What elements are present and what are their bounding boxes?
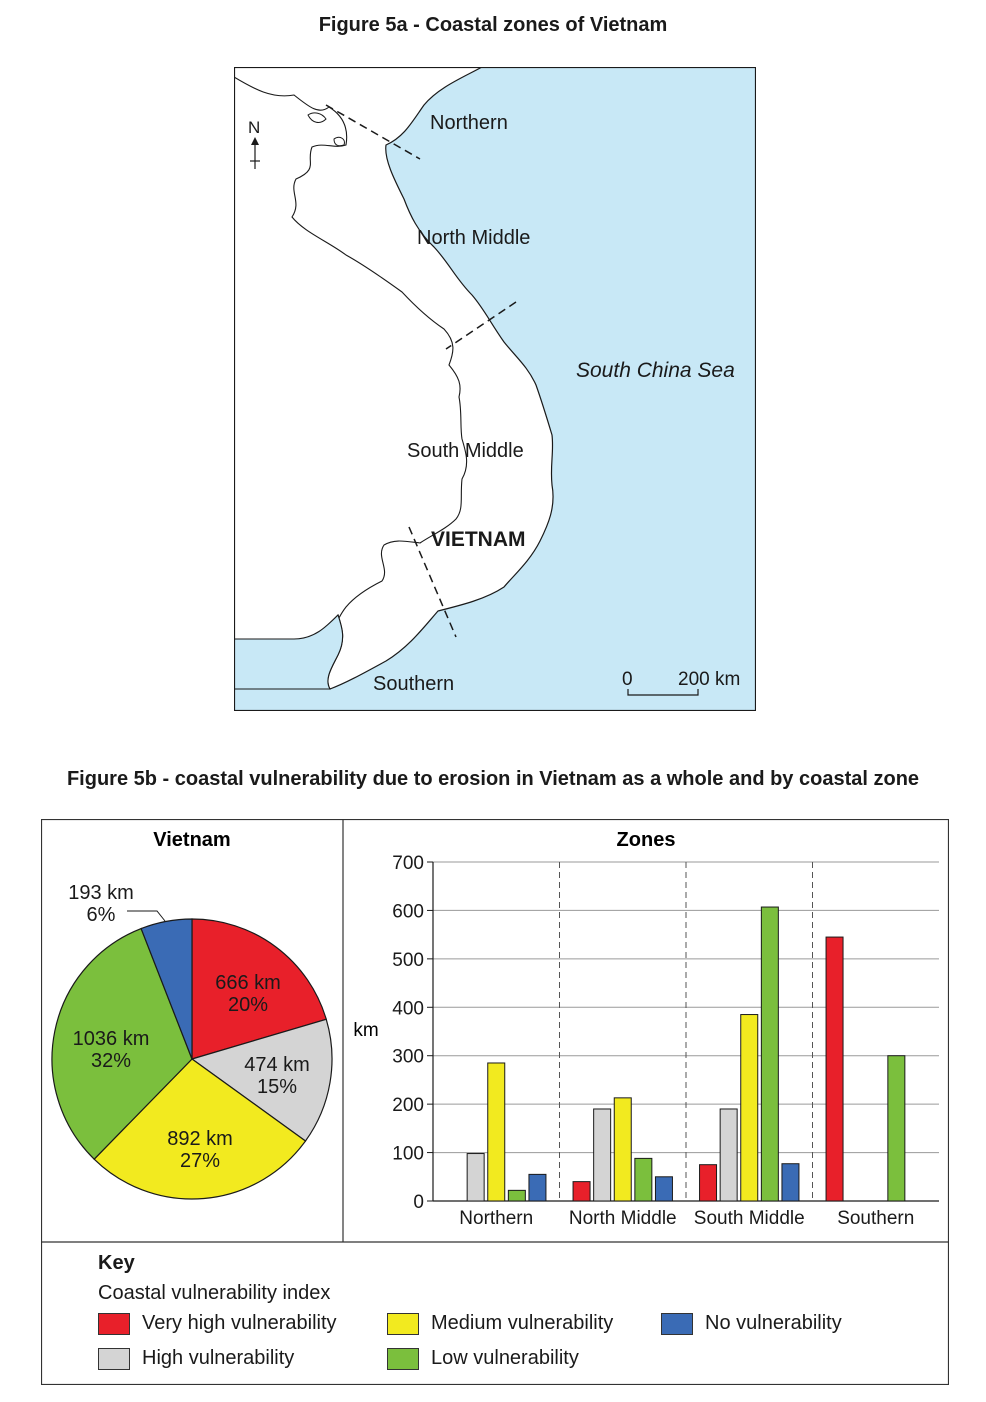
- x-tick-label: North Middle: [569, 1208, 677, 1229]
- bar-chart: Northern North Middle South Middle Southern: [459, 906, 914, 1229]
- bar-north-middle-no-vulnerability: [654, 1176, 673, 1202]
- bar-north-middle-low-vulnerability: [634, 1157, 653, 1202]
- pie-slice-no-vulnerability: [140, 918, 193, 1060]
- pie-value-label: 193 km: [68, 882, 134, 904]
- swatch-none: [661, 1312, 693, 1335]
- x-tick-label: Southern: [837, 1208, 914, 1229]
- pie-leader-line: [127, 910, 166, 922]
- bar-south-middle-very-high-vulnerability: [699, 1164, 718, 1202]
- divider-northern: [325, 104, 421, 160]
- pie-percent-label: 20%: [228, 994, 268, 1016]
- legend-item-high: High vulnerability: [98, 1347, 294, 1370]
- y-axis-label: km: [353, 1020, 378, 1041]
- label-country: VIETNAM: [431, 528, 526, 551]
- y-tick-label: 0: [413, 1192, 424, 1213]
- label-northern: Northern: [430, 112, 508, 134]
- sea-strip-bottom: [234, 613, 344, 690]
- swatch-medium: [387, 1312, 419, 1335]
- y-tick-label: 600: [392, 901, 424, 922]
- map-frame: [234, 67, 756, 711]
- svg-text:0: 0: [622, 669, 633, 690]
- pie-percent-label: 27%: [180, 1150, 220, 1172]
- inland-border: [234, 76, 468, 621]
- bar-north-middle-medium-vulnerability: [613, 1097, 632, 1202]
- svg-text:200 km: 200 km: [678, 669, 740, 690]
- coastal-zones-map: Northern North Middle South China Sea So…: [234, 67, 756, 711]
- legend-item-very-high: Very high vulnerability: [98, 1312, 337, 1335]
- legend-label-low: Low vulnerability: [431, 1347, 579, 1369]
- bar-south-middle-medium-vulnerability: [740, 1014, 759, 1202]
- pie-chart: [51, 918, 333, 1200]
- y-tick-label: 500: [392, 950, 424, 971]
- pie-slice-medium-vulnerability: [93, 1058, 307, 1200]
- north-arrow-icon: N: [248, 118, 260, 169]
- pie-value-label: 474 km: [244, 1054, 310, 1076]
- scale-bar: 0 200 km: [622, 669, 740, 696]
- bar-northern-low-vulnerability: [507, 1189, 526, 1202]
- label-southern: Southern: [373, 673, 454, 695]
- legend-item-medium: Medium vulnerability: [387, 1312, 613, 1335]
- pie-value-label: 666 km: [215, 972, 281, 994]
- swatch-low: [387, 1347, 419, 1370]
- bar-south-middle-low-vulnerability: [760, 906, 779, 1202]
- bar-title: Zones: [617, 829, 676, 851]
- y-tick-label: 300: [392, 1047, 424, 1068]
- y-tick-label: 700: [392, 853, 424, 874]
- figure-5b-title: Figure 5b - coastal vulnerability due to…: [66, 768, 920, 790]
- bar-grid: 0 100 200 300 400 500 600 700: [392, 853, 939, 1213]
- pie-slice-very-high-vulnerability: [191, 918, 327, 1060]
- legend-label-very-high: Very high vulnerability: [142, 1312, 337, 1334]
- label-sea: South China Sea: [576, 359, 735, 382]
- y-tick-label: 100: [392, 1144, 424, 1165]
- divider-north-middle: [445, 301, 517, 350]
- y-tick-label: 400: [392, 998, 424, 1019]
- label-south-middle: South Middle: [407, 440, 524, 462]
- label-north-middle: North Middle: [417, 227, 530, 249]
- swatch-high: [98, 1347, 130, 1370]
- pie-title: Vietnam: [153, 829, 230, 851]
- x-tick-label: South Middle: [694, 1208, 805, 1229]
- islands: [307, 112, 345, 147]
- legend-item-none: No vulnerability: [661, 1312, 842, 1335]
- pie-percent-label: 32%: [91, 1050, 131, 1072]
- key-title: Key: [98, 1252, 135, 1274]
- bar-northern-no-vulnerability: [528, 1173, 547, 1202]
- chart-frame: [41, 819, 949, 1385]
- y-tick-label: 200: [392, 1095, 424, 1116]
- x-tick-label: Northern: [459, 1208, 533, 1229]
- legend-label-none: No vulnerability: [705, 1312, 842, 1334]
- bar-northern-high-vulnerability: [466, 1153, 485, 1202]
- divider-south-middle: [408, 526, 457, 638]
- figure-5a-title: Figure 5a - Coastal zones of Vietnam: [318, 14, 668, 36]
- swatch-very-high: [98, 1312, 130, 1335]
- pie-value-label: 892 km: [167, 1128, 233, 1150]
- legend-label-high: High vulnerability: [142, 1347, 295, 1369]
- pie-percent-label: 6%: [87, 904, 116, 926]
- pie-value-label: 1036 km: [73, 1028, 150, 1050]
- bar-south-middle-no-vulnerability: [781, 1163, 800, 1202]
- svg-text:N: N: [248, 118, 260, 137]
- legend-item-low: Low vulnerability: [387, 1347, 579, 1370]
- bar-south-middle-high-vulnerability: [719, 1108, 738, 1202]
- legend-label-medium: Medium vulnerability: [431, 1312, 614, 1334]
- pie-slice-high-vulnerability: [190, 1018, 333, 1142]
- bar-north-middle-high-vulnerability: [593, 1108, 612, 1202]
- bar-northern-medium-vulnerability: [487, 1062, 506, 1202]
- pie-slice-low-vulnerability: [51, 927, 193, 1161]
- bar-north-middle-very-high-vulnerability: [572, 1181, 591, 1202]
- pie-percent-label: 15%: [257, 1076, 297, 1098]
- legend: Key Coastal vulnerability index Very hig…: [41, 1242, 949, 1385]
- bar-southern-low-vulnerability: [887, 1055, 906, 1202]
- bar-southern-very-high-vulnerability: [825, 936, 844, 1202]
- key-subtitle: Coastal vulnerability index: [98, 1282, 331, 1304]
